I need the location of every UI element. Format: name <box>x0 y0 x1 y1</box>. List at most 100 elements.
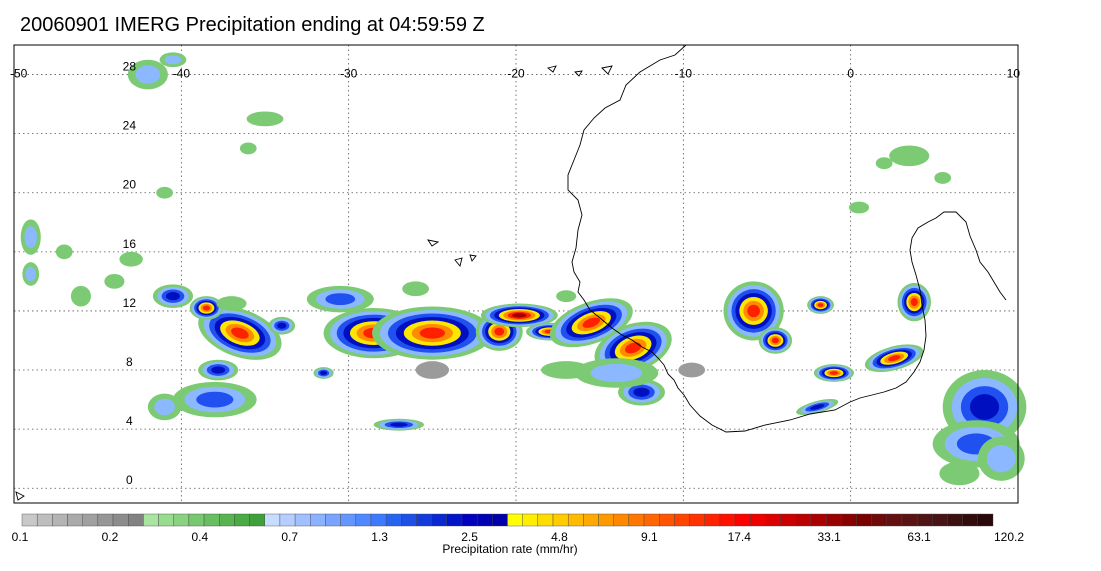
colorbar-tick-label: 0.2 <box>102 530 119 544</box>
colorbar-swatch <box>901 513 918 527</box>
colorbar-swatch <box>158 513 174 527</box>
precipitation-field <box>20 52 1027 486</box>
colorbar-swatch <box>628 513 645 527</box>
colorbar-swatch <box>82 513 99 527</box>
lat-tick-label: 0 <box>126 473 133 487</box>
island-coastline <box>454 257 463 267</box>
colorbar-swatch <box>765 513 781 527</box>
precip-cell <box>55 244 73 260</box>
precip-cell <box>512 313 527 318</box>
colorbar-swatch <box>67 513 83 527</box>
colorbar-swatch <box>583 513 599 527</box>
precip-cell <box>231 327 249 339</box>
colorbar-tick-label: 9.1 <box>641 530 658 544</box>
precip-cell <box>910 298 918 307</box>
lon-tick-label: -50 <box>10 67 28 81</box>
colorbar-swatch <box>340 513 356 527</box>
colorbar-swatch <box>112 513 129 527</box>
precip-cell <box>165 292 180 301</box>
colorbar <box>21 513 994 527</box>
colorbar-tick-label: 0.1 <box>12 530 29 544</box>
island-coastline <box>574 70 583 77</box>
colorbar-swatch <box>446 513 463 527</box>
chart-title: 20060901 IMERG Precipitation ending at 0… <box>20 14 485 36</box>
colorbar-tick-label: 33.1 <box>818 530 842 544</box>
precip-cell <box>415 361 450 379</box>
colorbar-tick-label: 17.4 <box>728 530 752 544</box>
precip-cell <box>771 337 779 344</box>
latitude-labels: 28 24 20 16 12 8 4 0 <box>123 60 137 488</box>
colorbar-tick-label: 0.7 <box>281 530 298 544</box>
precip-cell <box>202 305 210 311</box>
colorbar-swatch <box>674 513 690 527</box>
colorbar-swatch <box>128 513 144 527</box>
colorbar-swatch <box>143 513 159 527</box>
precip-cell <box>390 422 408 427</box>
island-coastline <box>15 491 25 501</box>
lat-lon-grid <box>13 45 1019 503</box>
colorbar-tick-label: 120.2 <box>994 530 1024 544</box>
precip-cell <box>25 266 36 282</box>
precip-cell <box>875 157 893 170</box>
precip-cell <box>419 327 446 339</box>
colorbar-swatch <box>188 513 205 527</box>
precip-cell <box>582 317 601 328</box>
precip-cell <box>24 226 37 248</box>
colorbar-swatch <box>947 513 963 527</box>
lon-tick-label: -30 <box>340 67 358 81</box>
precip-cell <box>817 303 824 307</box>
colorbar-swatch <box>431 513 448 527</box>
colorbar-swatch <box>704 513 721 527</box>
colorbar-swatch <box>355 513 372 527</box>
lat-tick-label: 16 <box>123 237 137 251</box>
colorbar-swatch <box>21 513 38 527</box>
precip-cell <box>625 342 642 354</box>
colorbar-swatch <box>659 513 675 527</box>
island-coastline <box>469 254 477 262</box>
precip-cell <box>809 404 825 410</box>
colorbar-swatch <box>385 513 402 527</box>
precip-cell <box>986 445 1016 473</box>
colorbar-swatch <box>932 513 948 527</box>
island-coastline <box>427 239 440 247</box>
lon-tick-label: 10 <box>1007 67 1021 81</box>
island-coastline <box>547 65 557 73</box>
colorbar-swatch <box>36 513 53 527</box>
colorbar-swatch <box>537 513 554 527</box>
colorbar-swatch <box>962 513 979 527</box>
lat-tick-label: 8 <box>126 355 133 369</box>
precip-cell <box>104 274 125 289</box>
colorbar-tick-labels: 0.1 0.2 0.4 0.7 1.3 2.5 4.8 9.1 17.4 33.1 63.1 120.… <box>12 530 1025 544</box>
lon-tick-label: -20 <box>507 67 525 81</box>
precip-cell <box>164 55 182 65</box>
colorbar-swatch <box>916 513 933 527</box>
colorbar-swatch <box>173 513 190 527</box>
lat-tick-label: 20 <box>123 178 137 192</box>
colorbar-swatch <box>567 513 584 527</box>
colorbar-swatch <box>522 513 539 527</box>
precip-cell <box>590 363 643 383</box>
colorbar-swatch <box>279 513 296 527</box>
precip-cell <box>156 186 173 199</box>
colorbar-swatch <box>871 513 887 527</box>
colorbar-swatch <box>264 513 281 527</box>
colorbar-label: Precipitation rate (mm/hr) <box>442 542 578 556</box>
precip-cell <box>216 296 247 311</box>
colorbar-tick-label: 0.4 <box>191 530 208 544</box>
precip-cell <box>848 201 870 214</box>
colorbar-swatch <box>416 513 432 527</box>
colorbar-swatch <box>492 513 508 527</box>
precip-cell <box>119 251 143 267</box>
colorbar-swatch <box>841 513 857 527</box>
precip-cell <box>888 355 901 362</box>
coastline <box>15 44 1007 501</box>
map-frame <box>13 44 1019 504</box>
colorbar-swatch <box>810 513 827 527</box>
precip-cell <box>889 145 930 167</box>
precip-cell <box>678 362 706 378</box>
colorbar-swatch <box>977 513 994 527</box>
map-border <box>13 44 1019 504</box>
colorbar-swatch <box>795 513 812 527</box>
precip-cell <box>154 398 175 416</box>
precip-cell <box>402 281 429 297</box>
